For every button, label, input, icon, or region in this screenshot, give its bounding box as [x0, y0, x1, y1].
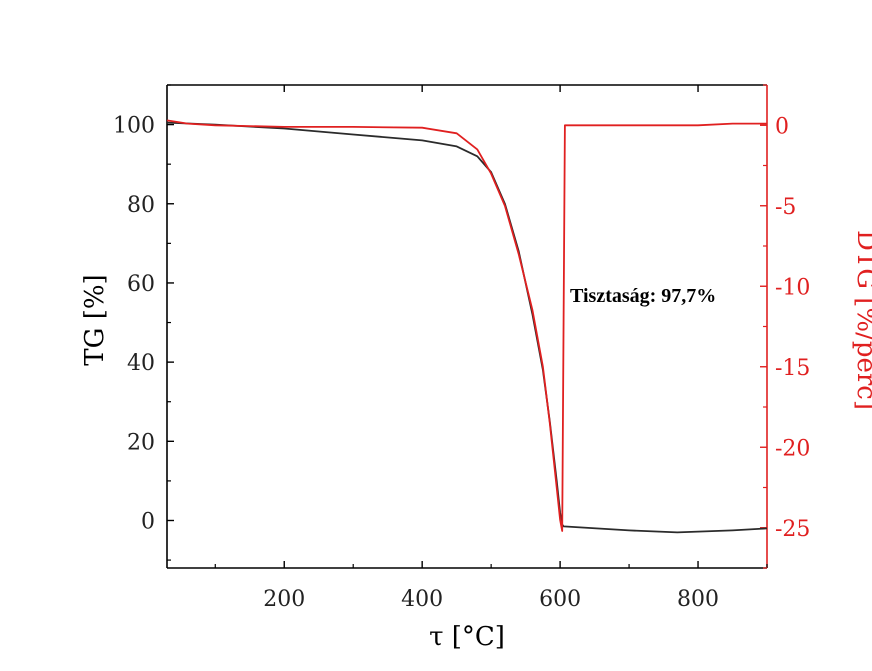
left-y-tick-label: 20 — [127, 430, 155, 455]
purity-annotation: Tisztaság: 97,7% — [570, 285, 716, 307]
dtg-series-line — [166, 119, 767, 532]
left-y-tick-label: 100 — [113, 114, 155, 139]
x-tick-label: 800 — [677, 587, 719, 612]
x-tick-label: 200 — [263, 587, 305, 612]
left-y-tick-label: 60 — [127, 272, 155, 297]
x-tick-label: 600 — [539, 587, 581, 612]
series-group — [166, 119, 768, 534]
tg-series-line — [166, 121, 768, 534]
x-axis-title: τ [°C] — [429, 622, 505, 652]
left-y-tick-label: 0 — [141, 509, 155, 534]
left-y-axis-title: TG [%] — [80, 274, 110, 365]
right-y-ticks: 0 -5 -10 -15 -20 -25 — [760, 84, 810, 569]
right-y-tick-label: -25 — [775, 517, 810, 542]
right-y-tick-label: 0 — [775, 114, 789, 139]
right-y-tick-label: -20 — [775, 436, 810, 461]
right-y-tick-label: -15 — [775, 356, 810, 381]
left-y-ticks: 0 20 40 60 80 100 — [113, 84, 174, 561]
x-tick-label: 400 — [401, 587, 443, 612]
x-ticks: 200 400 600 800 — [214, 85, 768, 612]
left-y-tick-label: 40 — [127, 351, 155, 376]
right-y-tick-label: -10 — [775, 275, 810, 300]
right-y-axis-title: DTG [%/perc] — [851, 230, 872, 410]
right-y-tick-label: -5 — [775, 195, 796, 220]
left-y-tick-label: 80 — [127, 193, 155, 218]
